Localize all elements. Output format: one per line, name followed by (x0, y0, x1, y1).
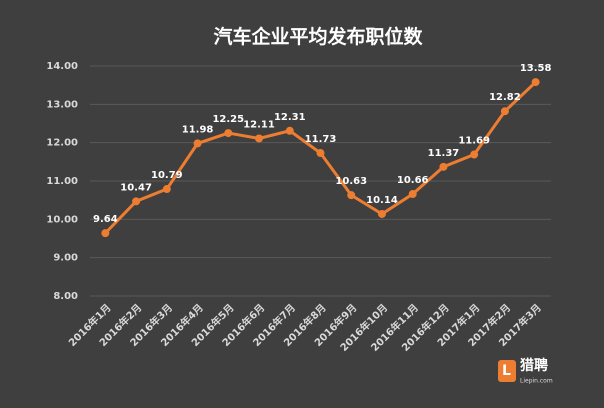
point (193, 139, 202, 148)
point (132, 197, 141, 206)
point (377, 209, 386, 218)
point (347, 191, 356, 200)
logo-url: Liepin.com (520, 378, 553, 385)
point (408, 190, 417, 199)
value-label: 12.11 (243, 119, 275, 130)
value-label: 11.37 (428, 148, 460, 159)
y-tick-label: 8.00 (53, 291, 78, 302)
point (285, 126, 294, 135)
chart-title: 汽车企业平均发布职位数 (213, 25, 423, 48)
value-label: 12.82 (489, 92, 521, 103)
point (439, 162, 448, 171)
value-label: 10.47 (120, 182, 152, 193)
logo-mark: L (502, 363, 511, 379)
y-tick-label: 13.00 (46, 99, 78, 110)
value-label: 10.63 (335, 176, 367, 187)
value-label: 9.64 (93, 214, 118, 225)
point (531, 78, 540, 87)
y-tick-label: 12.00 (46, 138, 78, 149)
value-label: 10.79 (151, 170, 183, 181)
point (101, 229, 110, 238)
y-tick-label: 10.00 (46, 214, 78, 225)
value-label: 11.98 (182, 124, 214, 135)
value-label: 12.25 (212, 114, 244, 125)
point (500, 107, 509, 116)
value-label: 11.73 (305, 134, 337, 145)
logo-icon (498, 360, 516, 382)
y-tick-label: 9.00 (53, 253, 78, 264)
value-label: 13.58 (520, 63, 552, 74)
y-tick-label: 14.00 (46, 61, 78, 72)
y-tick-label: 11.00 (46, 176, 78, 187)
point (470, 150, 479, 159)
point (255, 134, 264, 143)
value-label: 10.14 (366, 195, 398, 206)
point (162, 185, 171, 194)
logo: L 猎聘 Liepin.com (498, 357, 553, 385)
value-label: 12.31 (274, 112, 306, 123)
value-label: 11.69 (458, 136, 490, 147)
logo-name: 猎聘 (520, 357, 548, 374)
point (224, 129, 233, 138)
point (316, 149, 325, 158)
value-label: 10.66 (397, 175, 429, 186)
